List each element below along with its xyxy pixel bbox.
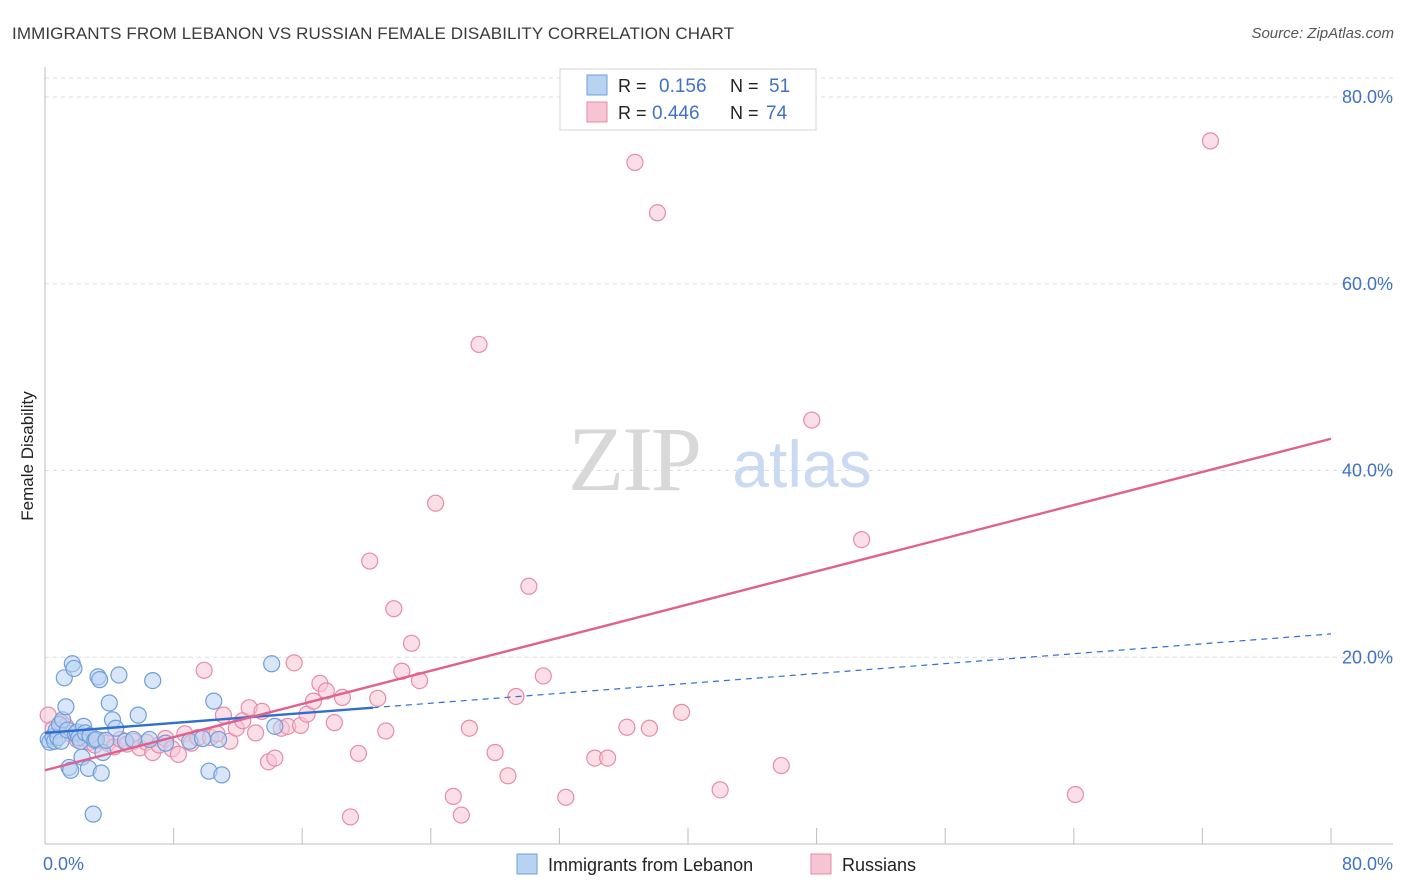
lebanon-point bbox=[266, 717, 284, 735]
lebanon-point bbox=[91, 671, 109, 689]
stats-legend-r-label-blue: R = bbox=[618, 76, 647, 96]
lebanon-point bbox=[210, 730, 228, 749]
russians-point bbox=[557, 788, 575, 806]
lebanon-point bbox=[62, 761, 80, 779]
trend-lines bbox=[44, 437, 1332, 772]
legend-swatch-lebanon[interactable] bbox=[516, 853, 538, 875]
russians-point bbox=[648, 204, 667, 222]
russians-point bbox=[427, 494, 445, 512]
russians-point bbox=[520, 577, 538, 595]
russians-point bbox=[803, 411, 821, 429]
lebanon-point bbox=[263, 655, 281, 673]
y-tick-labels: 20.0% 40.0% 60.0% 80.0% bbox=[1342, 87, 1393, 667]
watermark-zip: ZIP bbox=[568, 408, 700, 510]
russians-point bbox=[1201, 132, 1220, 150]
russians-point bbox=[486, 743, 504, 762]
russians-point bbox=[626, 153, 644, 171]
russians-trend-line bbox=[44, 437, 1332, 772]
russians-point bbox=[470, 335, 488, 354]
lebanon-point bbox=[97, 731, 115, 749]
lebanon-point bbox=[129, 706, 147, 724]
stats-legend-n-label-pink: N = bbox=[730, 103, 759, 123]
russians-point bbox=[534, 667, 552, 685]
lebanon-point bbox=[84, 805, 102, 823]
russians-point bbox=[1066, 785, 1085, 804]
russians-point bbox=[460, 719, 478, 737]
legend-label-russians[interactable]: Russians bbox=[842, 855, 916, 875]
lebanon-point bbox=[193, 729, 212, 748]
russians-point bbox=[341, 808, 360, 826]
russians-point bbox=[361, 552, 379, 570]
russians-point bbox=[772, 756, 790, 775]
russians-point bbox=[640, 719, 659, 737]
watermark-atlas: atlas bbox=[732, 427, 871, 501]
stats-legend-n-label-blue: N = bbox=[730, 76, 759, 96]
lebanon-point bbox=[205, 692, 223, 710]
russians-point bbox=[266, 749, 284, 767]
lebanon-point bbox=[57, 698, 75, 716]
stats-legend-n-value-blue: 51 bbox=[769, 76, 790, 97]
stats-legend-r-value-pink: 0.446 bbox=[652, 103, 700, 124]
russians-point bbox=[246, 724, 265, 742]
stats-legend: R = 0.156 N = 51 R = 0.446 N = 74 bbox=[559, 68, 817, 131]
russians-point bbox=[195, 661, 213, 679]
x-tick-label: 0.0% bbox=[43, 854, 84, 874]
russians-point bbox=[349, 744, 368, 763]
chart-source: Source: ZipAtlas.com bbox=[1251, 25, 1394, 42]
russians-point bbox=[369, 689, 387, 707]
russians-point bbox=[452, 806, 470, 824]
gridlines bbox=[45, 77, 1393, 658]
stats-legend-swatch-blue bbox=[586, 74, 608, 96]
lebanon-points bbox=[39, 655, 284, 823]
legend-label-lebanon[interactable]: Immigrants from Lebanon bbox=[548, 855, 753, 875]
russians-point bbox=[385, 600, 403, 618]
lebanon-trend-line bbox=[44, 706, 374, 735]
russians-point bbox=[402, 634, 421, 652]
stats-legend-swatch-pink bbox=[586, 101, 608, 123]
stats-legend-r-value-blue: 0.156 bbox=[659, 76, 707, 97]
lebanon-point bbox=[100, 694, 118, 712]
russians-point bbox=[599, 749, 617, 767]
y-tick-label: 40.0% bbox=[1342, 461, 1393, 481]
x-tick-labels: 0.0% 80.0% bbox=[43, 854, 1393, 874]
russians-point bbox=[377, 722, 395, 740]
legend-swatch-russians[interactable] bbox=[810, 853, 832, 875]
lebanon-point bbox=[213, 766, 231, 784]
lebanon-trend-extension bbox=[372, 633, 1332, 709]
russians-point bbox=[169, 745, 188, 763]
lebanon-point bbox=[65, 659, 83, 678]
stats-legend-n-value-pink: 74 bbox=[766, 103, 788, 124]
russians-point bbox=[618, 718, 636, 736]
y-tick-label: 20.0% bbox=[1342, 647, 1393, 667]
y-axis-label: Female Disability bbox=[18, 391, 37, 521]
y-tick-label: 60.0% bbox=[1342, 274, 1393, 294]
russians-point bbox=[853, 530, 871, 549]
russians-point bbox=[672, 703, 691, 721]
stats-legend-r-label-pink: R = bbox=[618, 103, 647, 123]
lebanon-point bbox=[110, 666, 128, 684]
lebanon-point bbox=[144, 671, 162, 690]
x-tick-label: 80.0% bbox=[1342, 854, 1393, 874]
russians-point bbox=[285, 654, 303, 672]
russians-point bbox=[711, 781, 729, 799]
chart-title: IMMIGRANTS FROM LEBANON VS RUSSIAN FEMAL… bbox=[12, 24, 735, 43]
lebanon-point bbox=[92, 764, 110, 782]
russians-point bbox=[325, 714, 343, 732]
russians-point bbox=[499, 767, 517, 785]
series-legend: Immigrants from Lebanon Russians bbox=[516, 853, 916, 875]
y-tick-label: 80.0% bbox=[1342, 87, 1393, 107]
russians-point bbox=[444, 787, 462, 805]
